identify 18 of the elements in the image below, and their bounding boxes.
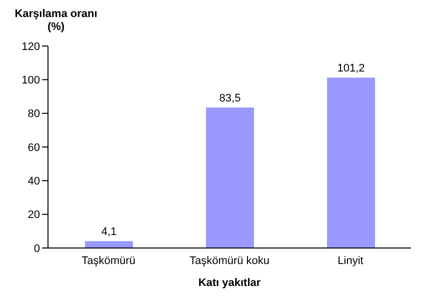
- y-tick-label: 120: [22, 40, 40, 53]
- bar: [327, 78, 375, 248]
- x-tick-label: Linyit: [338, 254, 364, 267]
- y-axis-title: Karşılama oranı (%): [14, 8, 98, 33]
- y-tick-label: 40: [28, 176, 40, 188]
- bar: [85, 241, 133, 248]
- y-tick-label: 0: [34, 242, 40, 255]
- data-label: 4,1: [101, 226, 117, 238]
- y-tick-label: 80: [28, 108, 40, 120]
- x-tick-label: Taşkömürü: [82, 254, 136, 267]
- data-label: 101,2: [337, 62, 365, 75]
- data-label: 83,5: [219, 92, 241, 104]
- x-axis-title: Katı yakıtlar: [198, 277, 262, 289]
- x-tick-label: Taşkömürü koku: [189, 254, 270, 267]
- y-tick-label: 60: [28, 142, 40, 154]
- bar: [206, 107, 254, 248]
- y-tick-label: 100: [22, 74, 40, 87]
- y-tick-label: 20: [28, 209, 40, 222]
